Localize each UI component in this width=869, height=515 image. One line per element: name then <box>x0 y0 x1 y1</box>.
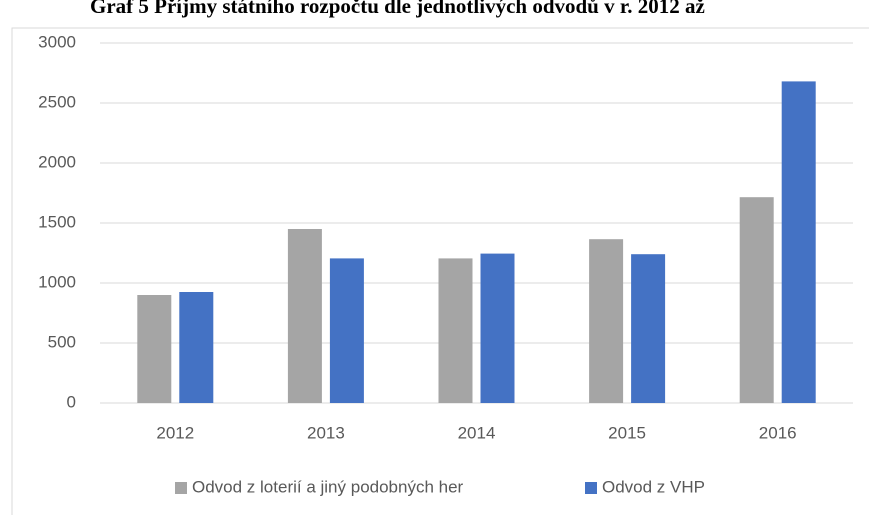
chart-frame <box>11 27 869 515</box>
y-tick-label: 3000 <box>38 32 76 51</box>
bar <box>287 229 322 403</box>
bar <box>631 254 666 403</box>
y-tick-label: 1500 <box>38 212 76 231</box>
x-tick-label: 2012 <box>156 423 194 442</box>
x-tick-label: 2014 <box>458 423 496 442</box>
bar <box>739 197 774 403</box>
y-tick-label: 500 <box>48 332 76 351</box>
legend-swatch <box>175 482 187 494</box>
legend-label: Odvod z loterií a jiný podobných her <box>192 477 464 496</box>
y-tick-label: 1000 <box>38 272 76 291</box>
x-tick-label: 2013 <box>307 423 345 442</box>
bar <box>137 295 172 403</box>
bar <box>438 258 473 403</box>
bar <box>589 239 624 403</box>
legend: Odvod z loterií a jiný podobných her Odvo… <box>175 477 705 496</box>
bar <box>480 253 515 403</box>
y-tick-label: 2000 <box>38 152 76 171</box>
x-tick-label: 2015 <box>608 423 646 442</box>
y-tick-label: 0 <box>67 392 76 411</box>
chart-title: Graf 5 Příjmy státního rozpočtu dle jedn… <box>90 0 705 18</box>
bar <box>329 258 364 403</box>
y-tick-label: 2500 <box>38 92 76 111</box>
legend-swatch <box>585 482 597 494</box>
x-tick-label: 2016 <box>759 423 797 442</box>
bar <box>179 292 214 403</box>
bar <box>781 81 816 404</box>
legend-label: Odvod z VHP <box>602 477 705 496</box>
